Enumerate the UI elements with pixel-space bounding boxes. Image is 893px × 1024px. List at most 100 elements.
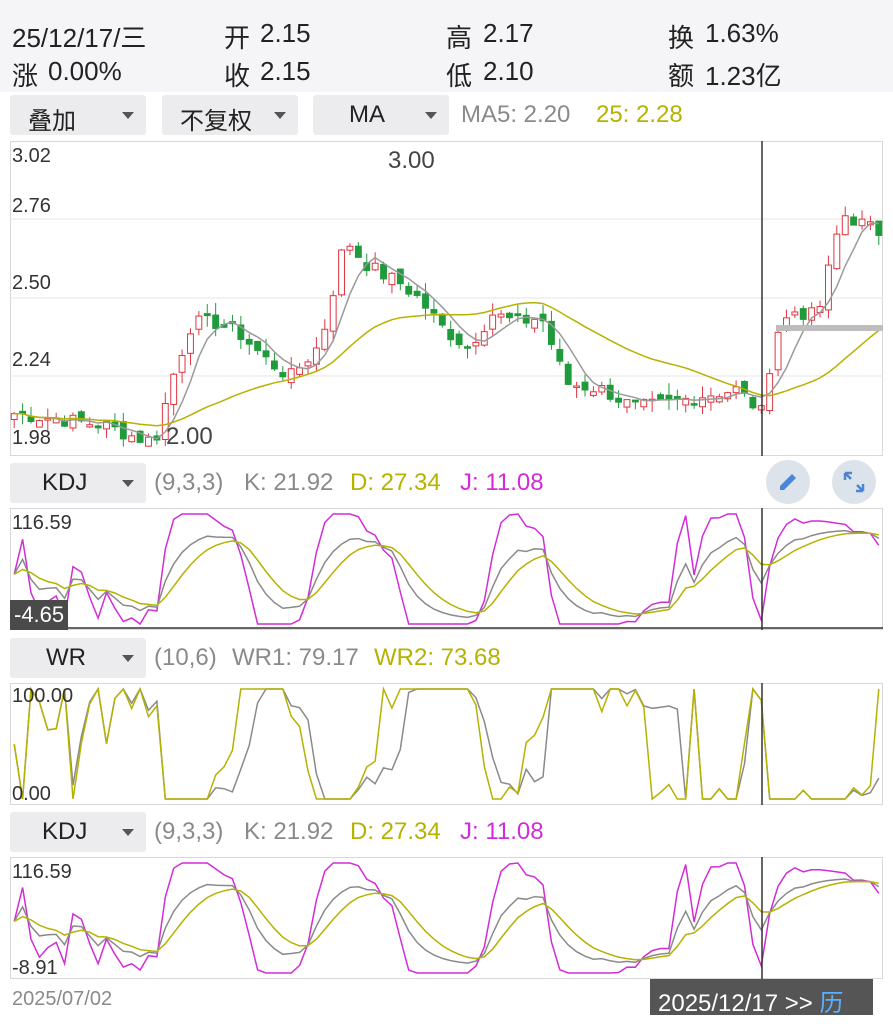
- y-tick: 2.24: [12, 349, 51, 371]
- chevron-down-icon: [425, 112, 437, 119]
- candle-body: [61, 420, 69, 427]
- candle-body: [564, 363, 572, 385]
- candle-body: [380, 263, 387, 280]
- candle-body: [187, 333, 194, 354]
- wr-svg: [10, 683, 883, 805]
- candle-body: [287, 368, 295, 384]
- quote-date: 25/12/17/三: [12, 23, 147, 53]
- candle-body: [195, 315, 203, 330]
- candlestick-chart[interactable]: 3.02 2.76 2.50 2.24 1.98 3.00 2.00: [10, 141, 883, 456]
- candle-body: [10, 413, 18, 421]
- current-date: 2025/12/17 >>: [658, 990, 820, 1017]
- kdj2-label: KDJ: [42, 818, 88, 845]
- candle-body: [850, 216, 858, 226]
- candle-body: [640, 398, 648, 408]
- candle-body: [161, 402, 169, 441]
- candle-body: [464, 346, 471, 349]
- kdj-dropdown[interactable]: KDJ: [10, 463, 146, 503]
- close-label: 收: [224, 61, 251, 91]
- candle-body: [589, 391, 597, 396]
- high-value: 2.17: [483, 18, 534, 48]
- adjust-label: 不复权: [180, 108, 252, 135]
- low-label: 低: [446, 61, 473, 91]
- expand-icon: [843, 471, 865, 493]
- kdj2-j: J: 11.08: [460, 818, 544, 845]
- overlay-label: 叠加: [28, 108, 76, 135]
- candle-body: [539, 313, 547, 322]
- candle-body: [405, 285, 413, 295]
- candle-body: [497, 313, 505, 318]
- candle-body: [623, 399, 631, 408]
- wr-chart[interactable]: 100.00 0.00: [10, 683, 883, 805]
- candle-body: [547, 320, 555, 345]
- candle-body: [304, 361, 312, 367]
- history-link[interactable]: 历: [819, 990, 844, 1017]
- current-date-box[interactable]: 2025/12/17 >> 历: [650, 979, 873, 1017]
- candle-body: [396, 268, 404, 285]
- y-tick: 1.98: [12, 427, 51, 449]
- candle-body: [170, 373, 178, 405]
- expand-button[interactable]: [832, 460, 876, 504]
- kdj2-bottom: -8.91: [12, 957, 58, 979]
- candle-body: [665, 394, 673, 401]
- ma25-value: 25: 2.28: [596, 101, 683, 128]
- candle-body: [531, 318, 539, 329]
- candle-body: [119, 421, 127, 440]
- candle-body: [203, 313, 211, 317]
- candle-body: [254, 340, 262, 351]
- start-date: 2025/07/02: [12, 988, 113, 1010]
- candle-body: [615, 397, 623, 403]
- kdj-svg: [10, 508, 883, 630]
- amount-label: 额: [668, 61, 695, 91]
- candle-body: [321, 328, 329, 350]
- kdj2-top: 116.59: [12, 861, 72, 883]
- candle-body: [522, 314, 530, 324]
- candle-body: [799, 308, 807, 320]
- kdj-chart[interactable]: 116.59 -4.65: [10, 508, 883, 630]
- high-marker: 3.00: [388, 147, 435, 174]
- adjust-dropdown[interactable]: 不复权: [162, 95, 298, 135]
- wr-dropdown[interactable]: WR: [10, 638, 146, 678]
- candle-body: [841, 215, 849, 236]
- amount-value: 1.23亿: [705, 61, 782, 91]
- candle-body: [237, 324, 245, 340]
- pencil-icon: [780, 474, 796, 490]
- candle-body: [245, 338, 253, 345]
- wr-params: (10,6): [154, 644, 217, 671]
- candle-body: [145, 436, 152, 447]
- kdj-j: J: 11.08: [460, 469, 544, 496]
- overlay-dropdown[interactable]: 叠加: [10, 95, 146, 135]
- candle-body: [35, 420, 43, 428]
- candle-body: [774, 331, 782, 371]
- edit-button[interactable]: [766, 460, 810, 504]
- wr1-value: WR1: 79.17: [232, 644, 359, 671]
- candle-body: [262, 350, 270, 358]
- candle-body: [808, 307, 816, 321]
- candlestick-svg: [10, 141, 883, 456]
- candle-body: [69, 414, 77, 429]
- candle-body: [791, 311, 799, 316]
- kdj2-chart[interactable]: 116.59 -8.91: [10, 857, 883, 979]
- candle-body: [44, 418, 52, 421]
- candle-body: [438, 313, 446, 326]
- candle-body: [489, 314, 497, 330]
- quote-header: 25/12/17/三 涨 0.00% 开 2.15 收 2.15 高 2.17 …: [0, 0, 893, 92]
- candle-body: [279, 372, 287, 378]
- y-tick: 3.02: [12, 145, 51, 167]
- wr-label: WR: [46, 644, 86, 671]
- candle-body: [86, 424, 94, 428]
- candle-body: [631, 399, 639, 403]
- chevron-down-icon: [122, 480, 134, 487]
- y-tick: 2.50: [12, 272, 51, 294]
- turnover-value: 1.63%: [705, 18, 779, 48]
- wr-bottom: 0.00: [12, 783, 51, 805]
- kdj-k: K: 21.92: [244, 469, 334, 496]
- candle-body: [766, 373, 774, 412]
- chevron-down-icon: [122, 112, 134, 119]
- kdj2-dropdown[interactable]: KDJ: [10, 812, 146, 852]
- candle-body: [27, 416, 35, 422]
- ma5-value: MA5: 2.20: [461, 101, 571, 128]
- indicator-dropdown[interactable]: MA: [313, 95, 449, 135]
- candle-body: [363, 262, 371, 272]
- chevron-down-icon: [274, 112, 286, 119]
